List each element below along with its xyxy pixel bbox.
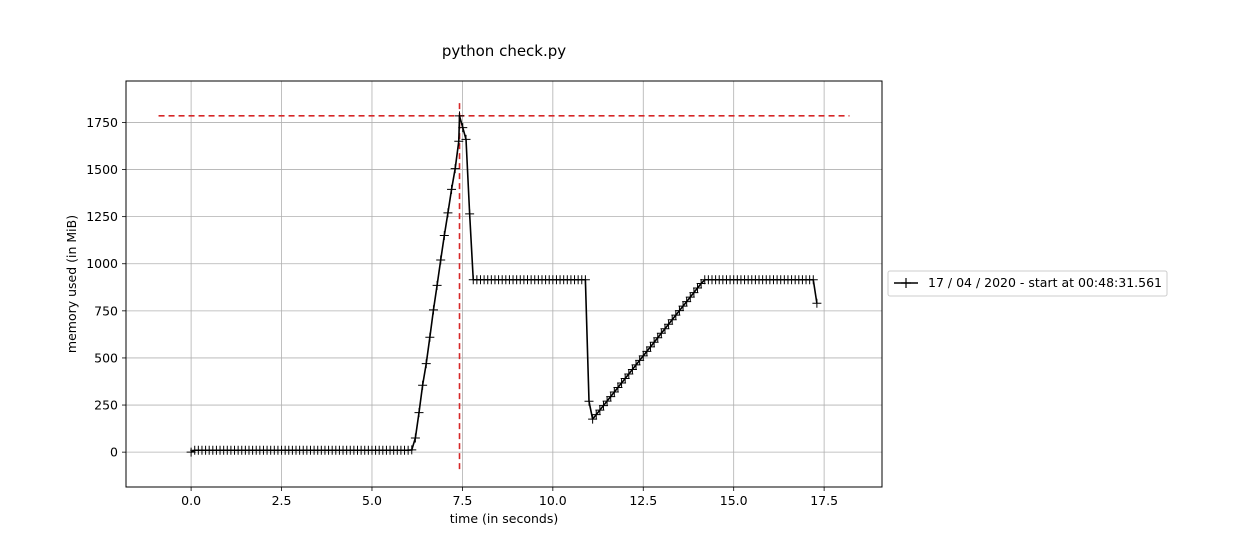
series-layer [186,111,822,457]
data-point-marker [808,275,818,285]
data-point-marker [671,310,681,320]
data-point-marker [609,387,619,397]
data-point-marker [447,184,457,194]
data-point-marker [591,410,601,420]
x-tick-label: 2.5 [272,493,292,508]
data-point-marker [421,359,431,369]
data-point-marker [439,230,449,240]
data-point-marker [642,346,652,356]
series-line [190,115,818,453]
y-tick-label: 750 [94,303,118,318]
data-point-marker [436,255,446,265]
data-point-marker [678,301,688,311]
data-point-marker [443,208,453,218]
data-point-marker [595,405,605,415]
grid [126,81,882,487]
legend: 17 / 04 / 2020 - start at 00:48:31.561 [887,270,1168,297]
x-tick-label: 0.0 [181,493,201,508]
x-tick-label: 5.0 [362,493,382,508]
data-point-marker [613,383,623,393]
data-point-marker [425,332,435,342]
data-point-marker [685,292,695,302]
data-point-marker [458,123,468,133]
data-point-marker [588,414,598,424]
data-point-marker [407,445,417,455]
data-point-marker [414,408,424,418]
data-point-marker [186,447,196,457]
data-point-marker [428,305,438,315]
x-axis-label: time (in seconds) [450,511,558,526]
data-point-marker [631,360,641,370]
data-point-marker [580,275,590,285]
data-point-marker [660,324,670,334]
data-point-marker [418,380,428,390]
reference-lines [158,99,850,470]
x-tick-label: 12.5 [629,493,657,508]
data-point-marker [624,369,634,379]
data-point-marker [656,328,666,338]
data-point-marker [638,351,648,361]
data-point-marker [653,333,663,343]
data-point-marker [455,111,465,121]
x-tick-label: 7.5 [452,493,472,508]
data-point-marker [627,364,637,374]
data-point-marker [450,164,460,174]
y-tick-label: 1500 [86,162,118,177]
data-point-marker [584,396,594,406]
data-point-marker [667,315,677,325]
legend-frame [887,270,1168,297]
data-point-marker [432,280,442,290]
plot-frame [125,80,883,488]
x-tick-label: 10.0 [539,493,567,508]
chart-title: python check.py [442,42,566,60]
data-point-marker [465,209,475,219]
axis-ticks: 0.0 2.5 5.0 7.5 10.0 12.5 15.0 17.5 0 250 500 750 10… [86,115,838,508]
data-point-marker [812,298,822,308]
data-point-marker [682,297,692,307]
data-point-marker [602,396,612,406]
y-tick-label: 1750 [86,115,118,130]
y-tick-label: 1250 [86,209,118,224]
data-point-marker [689,288,699,298]
data-point-marker [635,355,645,365]
data-point-marker [410,433,420,443]
data-point-marker [696,279,706,289]
data-point-marker [693,283,703,293]
data-point-marker [649,337,659,347]
y-tick-label: 250 [94,398,118,413]
x-tick-label: 15.0 [720,493,748,508]
data-point-marker [620,373,630,383]
y-tick-label: 1000 [86,256,118,271]
x-tick-label: 17.5 [810,493,838,508]
legend-entry-label: 17 / 04 / 2020 - start at 00:48:31.561 [928,275,1162,290]
y-axis-label: memory used (in MiB) [64,215,79,353]
legend-marker-swatch [901,278,911,288]
data-point-marker [674,306,684,316]
y-tick-label: 500 [94,350,118,365]
data-point-marker [617,378,627,388]
data-point-marker [598,401,608,411]
y-tick-label: 0 [110,445,118,460]
data-point-marker [461,134,471,144]
data-point-marker [454,136,464,146]
data-point-marker [645,342,655,352]
data-point-marker [664,319,674,329]
data-point-marker [606,392,616,402]
